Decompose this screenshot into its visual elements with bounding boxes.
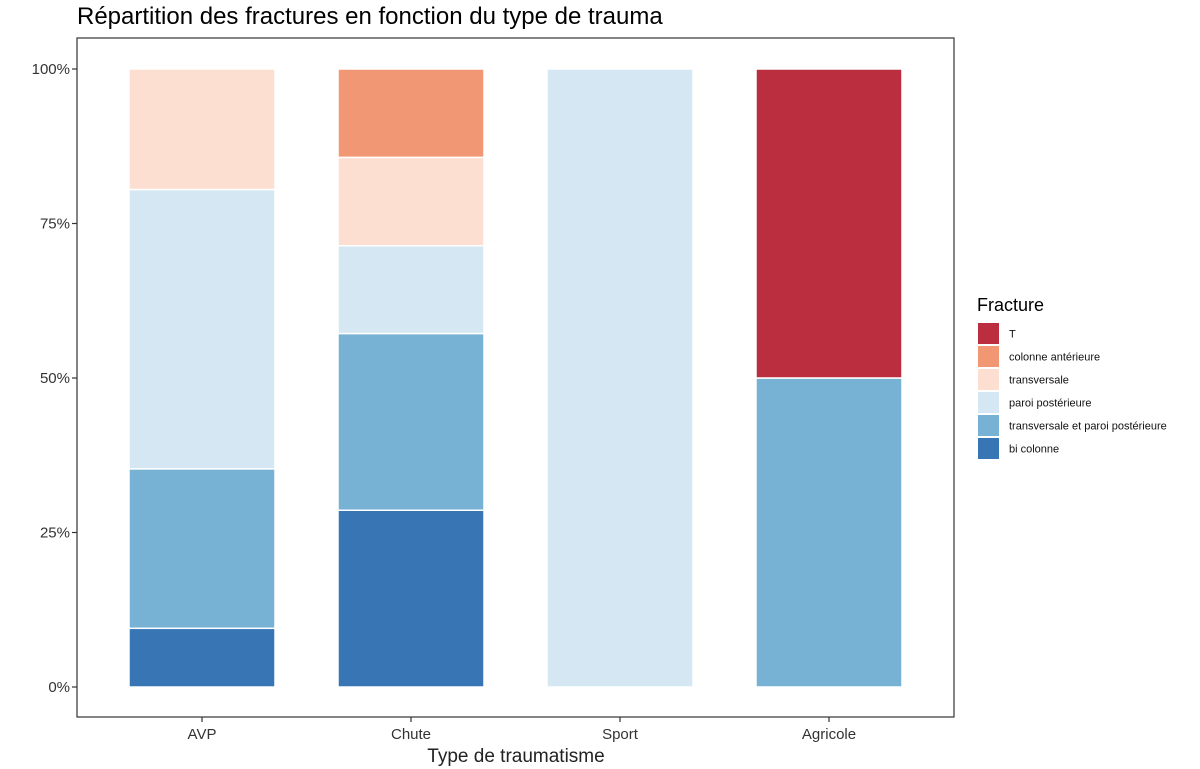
bar-chute-paroi-posterieure [337,244,485,335]
bar-agricole-transversale-et-paroi-posterieure [755,377,903,688]
legend-swatch-colonne-anterieure [978,346,999,367]
y-tick-label: 50% [40,370,70,387]
x-tick-label-avp: AVP [188,726,217,743]
bar-chute-transversale-et-paroi-posterieure [337,332,485,512]
x-axis: AVP Chute Sport Agricole [188,717,856,743]
bar-avp-transversale-et-paroi-posterieure [128,468,276,630]
bar-agricole-t [755,68,903,379]
legend-label-t: T [1009,329,1016,341]
legend-swatch-paroi-posterieure [978,392,999,413]
chart-title: Répartition des fractures en fonction du… [77,3,663,30]
bar-chute-bi-colonne [337,509,485,688]
y-tick-label: 0% [48,679,70,696]
legend-swatch-bi-colonne [978,438,999,459]
y-tick-label: 100% [32,61,70,78]
bar-chute-transversale [337,156,485,247]
x-tick-label-sport: Sport [602,726,639,743]
bars-group [128,68,903,688]
x-tick-label-agricole: Agricole [802,726,856,743]
x-axis-title: Type de traumatisme [427,746,604,767]
bar-sport-paroi-posterieure [546,68,694,688]
bar-avp-transversale [128,68,276,191]
legend-label-transversale: transversale [1009,375,1069,387]
legend-label-transversale-et-paroi-posterieure: transversale et paroi postérieure [1009,421,1167,433]
legend-swatch-transversale-et-paroi-posterieure [978,415,999,436]
bar-avp-bi-colonne [128,627,276,688]
legend-swatch-t [978,323,999,344]
y-tick-label: 25% [40,525,70,542]
y-axis: 0% 25% 50% 75% 100% [32,61,77,696]
legend-label-colonne-anterieure: colonne antérieure [1009,352,1100,364]
bar-avp-paroi-posterieure [128,188,276,470]
x-tick-label-chute: Chute [391,726,431,743]
legend-label-bi-colonne: bi colonne [1009,444,1059,456]
bar-chute-colonne-anterieure [337,68,485,159]
legend-title: Fracture [977,295,1044,315]
y-tick-label: 75% [40,216,70,233]
legend-swatch-transversale [978,369,999,390]
legend-label-paroi-posterieure: paroi postérieure [1009,398,1092,410]
